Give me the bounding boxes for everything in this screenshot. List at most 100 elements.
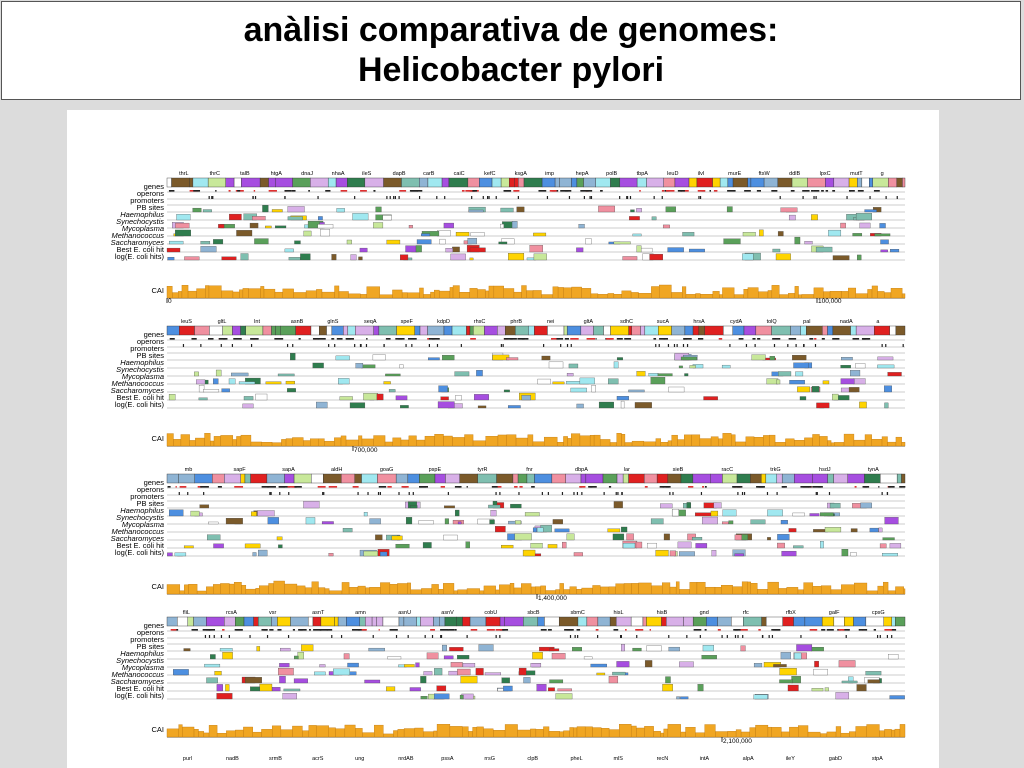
operon-mark bbox=[447, 629, 449, 631]
homology-box bbox=[636, 245, 642, 253]
homology-box bbox=[634, 402, 652, 409]
homology-box bbox=[767, 537, 771, 541]
homology-box bbox=[855, 363, 866, 369]
gene-name-label: thrL bbox=[179, 171, 188, 177]
track-label: PB sites bbox=[136, 351, 164, 360]
homology-box bbox=[636, 371, 646, 377]
cai-bar bbox=[624, 442, 633, 447]
gene-box bbox=[712, 177, 721, 188]
gene-name-label: carB bbox=[423, 171, 435, 177]
gene-box bbox=[580, 473, 587, 484]
gene-box bbox=[245, 325, 264, 336]
homology-box bbox=[467, 238, 477, 245]
track-label: Methanococcus bbox=[111, 379, 164, 388]
operon-mark bbox=[419, 486, 428, 488]
cai-bar bbox=[743, 289, 749, 299]
homology-box bbox=[363, 512, 368, 517]
promoter-mark bbox=[543, 344, 545, 347]
cai-bar bbox=[220, 583, 230, 595]
cai-bar bbox=[250, 441, 262, 447]
homology-box bbox=[231, 372, 249, 377]
homology-box bbox=[361, 364, 376, 369]
homology-box bbox=[462, 663, 476, 668]
operon-mark bbox=[639, 190, 641, 192]
gene-box bbox=[692, 325, 700, 336]
homology-box bbox=[271, 209, 283, 213]
homology-box bbox=[218, 224, 225, 229]
gene-box bbox=[497, 325, 506, 336]
cai-bar bbox=[407, 292, 420, 299]
cai-bar bbox=[226, 730, 236, 738]
cai-bar bbox=[196, 590, 207, 595]
cai-bar bbox=[240, 434, 252, 447]
homology-box bbox=[213, 378, 219, 385]
operon-mark bbox=[432, 338, 440, 340]
homology-box bbox=[570, 387, 587, 393]
gene-box bbox=[235, 616, 245, 627]
gene-box bbox=[194, 325, 210, 336]
cai-bar bbox=[239, 289, 244, 299]
gene-name-label: asnB bbox=[291, 319, 304, 325]
cai-bar bbox=[407, 582, 411, 595]
cai-bar bbox=[439, 290, 451, 299]
homology-box bbox=[669, 550, 676, 557]
operon-mark bbox=[517, 338, 526, 340]
gene-box bbox=[760, 473, 767, 484]
homology-box bbox=[537, 378, 551, 385]
homology-box bbox=[364, 679, 381, 684]
homology-box bbox=[794, 236, 801, 245]
gene-name-label: tolQ bbox=[767, 319, 778, 325]
promoter-mark bbox=[745, 344, 748, 347]
gene-box bbox=[323, 473, 342, 484]
cai-bar bbox=[483, 728, 494, 738]
cai-bar bbox=[732, 586, 743, 595]
cai-bar bbox=[408, 435, 417, 447]
cai-bar bbox=[328, 590, 343, 595]
gene-box bbox=[335, 177, 348, 188]
homology-box bbox=[265, 381, 282, 385]
promoter-mark bbox=[803, 344, 805, 347]
operon-mark bbox=[624, 338, 632, 340]
gene-name-label: trkG bbox=[770, 467, 780, 473]
promoter-mark bbox=[178, 492, 180, 495]
homology-box bbox=[568, 363, 579, 369]
homology-box bbox=[167, 552, 173, 557]
cai-bar bbox=[380, 582, 391, 595]
cai-bar bbox=[781, 731, 790, 738]
gene-name-label: ddlB bbox=[789, 171, 800, 177]
cai-bar bbox=[530, 728, 537, 738]
operon-mark bbox=[538, 190, 547, 192]
homology-box bbox=[343, 653, 350, 660]
operon-mark bbox=[417, 190, 423, 192]
promoter-mark bbox=[773, 344, 776, 347]
cai-bar bbox=[493, 285, 504, 299]
gene-box bbox=[755, 325, 772, 336]
cai-bar bbox=[779, 294, 789, 299]
promoter-mark bbox=[658, 344, 660, 347]
homology-box bbox=[530, 663, 542, 668]
promoter-mark bbox=[700, 492, 703, 495]
cai-bar bbox=[794, 286, 799, 299]
gene-box bbox=[888, 177, 898, 188]
cai-bar bbox=[493, 730, 506, 738]
promoter-mark bbox=[886, 492, 889, 495]
homology-box bbox=[331, 254, 337, 261]
cai-bar bbox=[853, 439, 866, 447]
gene-box bbox=[583, 177, 596, 188]
cai-bar bbox=[841, 584, 855, 595]
homology-box bbox=[385, 373, 401, 377]
operon-mark bbox=[661, 190, 665, 192]
homology-box bbox=[829, 502, 841, 509]
gene-box bbox=[346, 616, 361, 627]
cai-bar bbox=[189, 440, 196, 447]
promoter-mark bbox=[620, 635, 622, 638]
operon-mark bbox=[606, 338, 614, 340]
gene-box bbox=[861, 177, 870, 188]
homology-box bbox=[442, 355, 455, 361]
gene-box bbox=[284, 473, 295, 484]
gene-name-label: hisB bbox=[657, 610, 668, 616]
cai-bar bbox=[365, 587, 370, 595]
promoter-mark bbox=[365, 344, 368, 347]
homology-box bbox=[318, 216, 323, 221]
promoter-mark bbox=[440, 635, 442, 638]
